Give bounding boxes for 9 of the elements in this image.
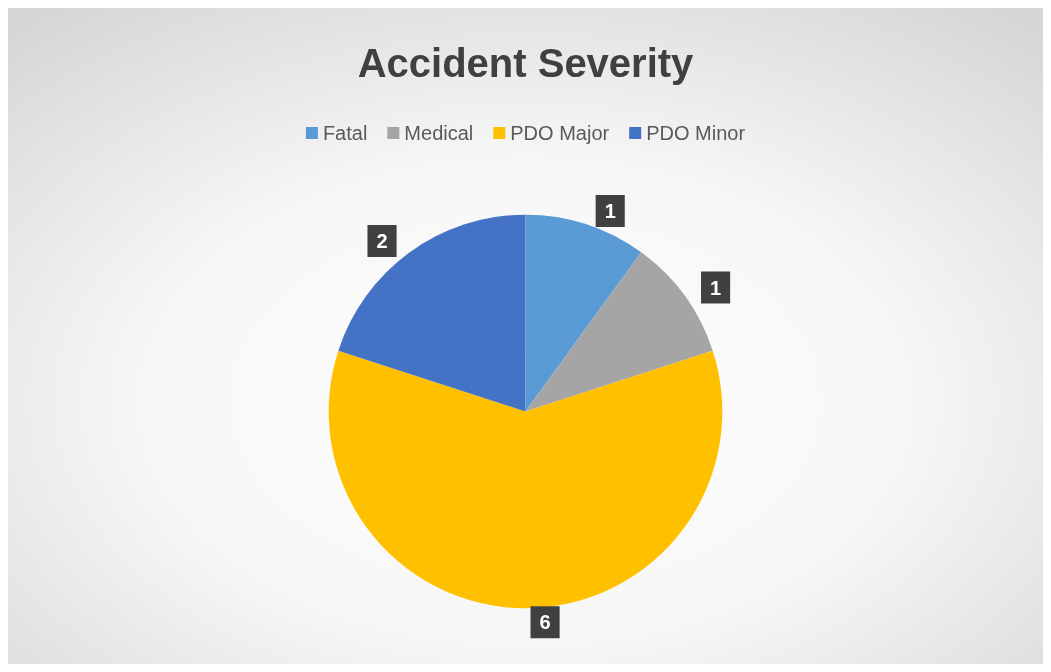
legend-label: PDO Major xyxy=(510,122,610,144)
data-label: 1 xyxy=(710,276,722,299)
legend-label: Medical xyxy=(404,122,474,144)
data-label: 2 xyxy=(376,229,388,252)
data-label: 6 xyxy=(539,611,551,634)
data-label: 1 xyxy=(604,199,616,222)
chart-title: Accident Severity xyxy=(357,41,695,85)
legend-label: PDO Minor xyxy=(646,122,746,144)
legend-label: Fatal xyxy=(322,122,368,144)
